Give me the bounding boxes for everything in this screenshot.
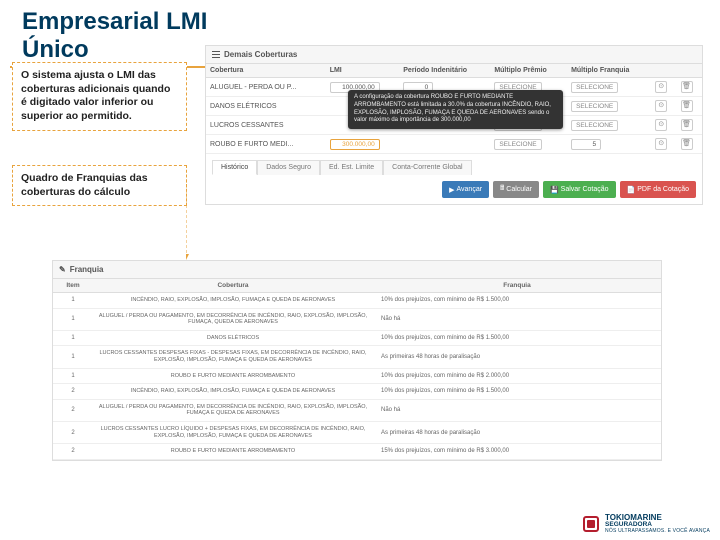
col-periodo: Período Indenitário — [399, 64, 490, 78]
callout-lmi-adjust: O sistema ajusta o LMI das coberturas ad… — [12, 62, 187, 131]
avancar-button[interactable]: ▶ Avançar — [442, 181, 489, 198]
coverages-header: Demais Coberturas — [206, 46, 702, 64]
delete-icon[interactable]: 🗑 — [681, 81, 693, 93]
table-row: 1DANOS ELÉTRICOS10% dos prejuízos, com m… — [53, 330, 661, 346]
col-item: Item — [53, 279, 93, 293]
brand-logo: TOKIOMARINE SEGURADORA NÓS ULTRAPASSAMOS… — [583, 514, 710, 535]
lmi-input-highlighted[interactable]: 300.000,00 — [330, 139, 380, 150]
col-cobertura: Cobertura — [206, 64, 326, 78]
table-row: 1ALUGUEL / PERDA OU PAGAMENTO, EM DECORR… — [53, 308, 661, 330]
col-multp: Múltiplo Prêmio — [490, 64, 567, 78]
col-multf: Múltiplo Franquia — [567, 64, 651, 78]
calcular-button[interactable]: 🖩 Calcular — [493, 181, 539, 198]
table-row: 1LUCROS CESSANTES DESPESAS FIXAS - DESPE… — [53, 346, 661, 368]
tab-dados-seguro[interactable]: Dados Seguro — [257, 160, 320, 175]
delete-icon[interactable]: 🗑 — [681, 138, 693, 150]
expand-icon[interactable]: ⊙ — [655, 138, 667, 150]
bottom-tabs: Histórico Dados Seguro Ed. Est. Limite C… — [206, 154, 702, 175]
table-row: 2LUCROS CESSANTES LUCRO LÍQUIDO + DESPES… — [53, 421, 661, 443]
franquia-title: Franquia — [70, 265, 104, 274]
delete-icon[interactable]: 🗑 — [681, 119, 693, 131]
expand-icon[interactable]: ⊙ — [655, 100, 667, 112]
salvar-button[interactable]: 💾 Salvar Cotação — [543, 181, 616, 198]
pdf-button[interactable]: 📄 PDF da Cotação — [620, 181, 696, 198]
table-row: ROUBO E FURTO MEDI... 300.000,00 SELECIO… — [206, 135, 702, 154]
expand-icon[interactable]: ⊙ — [655, 119, 667, 131]
logo-icon — [583, 516, 599, 532]
franquia-header: ✎ Franquia — [53, 261, 661, 279]
col-lmi: LMI — [326, 64, 400, 78]
table-row: 1INCÊNDIO, RAIO, EXPLOSÃO, IMPLOSÃO, FUM… — [53, 293, 661, 309]
cov-name: ALUGUEL - PERDA OU P... — [206, 78, 326, 97]
multp-select[interactable]: SELECIONE — [494, 139, 541, 150]
coverages-header-row: Cobertura LMI Período Indenitário Múltip… — [206, 64, 702, 78]
multf-select[interactable]: SELECIONE — [571, 120, 618, 131]
franquia-panel: ✎ Franquia Item Cobertura Franquia 1INCÊ… — [52, 260, 662, 461]
franquia-table: Item Cobertura Franquia 1INCÊNDIO, RAIO,… — [53, 279, 661, 460]
multf-select[interactable]: SELECIONE — [571, 101, 618, 112]
col-cobertura: Cobertura — [93, 279, 373, 293]
callout-franquias: Quadro de Franquias das coberturas do cá… — [12, 165, 187, 206]
table-row: 2ALUGUEL / PERDA OU PAGAMENTO, EM DECORR… — [53, 399, 661, 421]
action-buttons: ▶ Avançar 🖩 Calcular 💾 Salvar Cotação 📄 … — [206, 175, 702, 204]
table-row: 2INCÊNDIO, RAIO, EXPLOSÃO, IMPLOSÃO, FUM… — [53, 384, 661, 400]
table-row: 2ROUBO E FURTO MEDIANTE ARROMBAMENTO15% … — [53, 444, 661, 460]
franquia-header-row: Item Cobertura Franquia — [53, 279, 661, 293]
cov-name: ROUBO E FURTO MEDI... — [206, 135, 326, 154]
lmi-tooltip: A configuração da cobertura ROUBO E FURT… — [348, 90, 563, 129]
table-row: 1ROUBO E FURTO MEDIANTE ARROMBAMENTO10% … — [53, 368, 661, 384]
multf-select[interactable]: SELECIONE — [571, 82, 618, 93]
hamburger-icon — [212, 51, 220, 58]
tab-conta-corrente[interactable]: Conta-Corrente Global — [383, 160, 471, 175]
multf-value[interactable]: 5 — [571, 139, 601, 150]
tab-historico[interactable]: Histórico — [212, 160, 257, 175]
delete-icon[interactable]: 🗑 — [681, 100, 693, 112]
coverages-panel: Demais Coberturas Cobertura LMI Período … — [205, 45, 703, 205]
cov-name: DANOS ELÉTRICOS — [206, 97, 326, 116]
coverages-title: Demais Coberturas — [224, 50, 297, 59]
logo-tagline: NÓS ULTRAPASSAMOS. E VOCÊ AVANÇA — [605, 528, 710, 534]
cov-name: LUCROS CESSANTES — [206, 116, 326, 135]
expand-icon[interactable]: ⊙ — [655, 81, 667, 93]
tab-ed-limite[interactable]: Ed. Est. Limite — [320, 160, 383, 175]
col-franquia: Franquia — [373, 279, 661, 293]
